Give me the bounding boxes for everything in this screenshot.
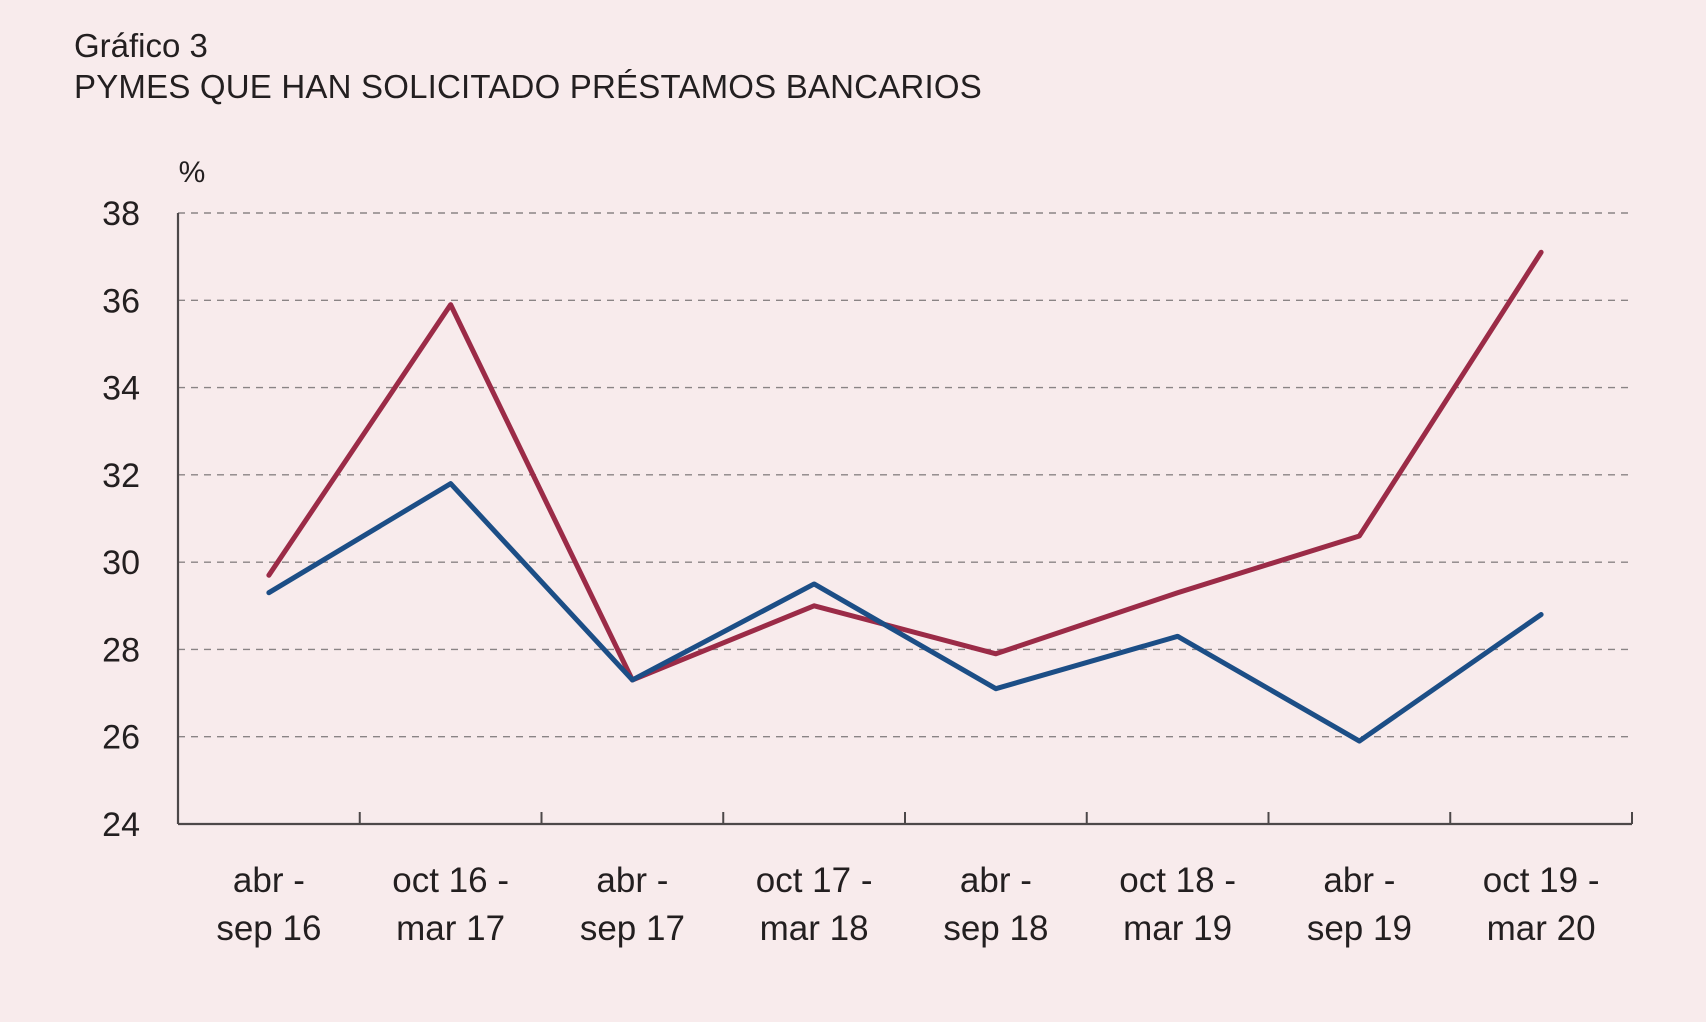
chart-header: Gráfico 3 PYMES QUE HAN SOLICITADO PRÉST…: [74, 26, 982, 108]
x-tick-label: oct 18 -: [1119, 861, 1236, 900]
chart-title: PYMES QUE HAN SOLICITADO PRÉSTAMOS BANCA…: [74, 68, 982, 105]
y-tick-label: 38: [102, 195, 140, 233]
x-tick-label: mar 20: [1487, 909, 1596, 948]
y-tick-label: 30: [102, 544, 140, 582]
y-tick-labels: 24 26 28 30 32 34 36 38: [102, 195, 140, 844]
y-tick-label: 26: [102, 719, 140, 757]
x-tick-label: sep 18: [943, 909, 1048, 948]
x-tick-label: sep 16: [216, 909, 321, 948]
x-tick-label: sep 19: [1307, 909, 1412, 948]
axes: [176, 213, 1633, 826]
y-tick-label: 32: [102, 457, 140, 495]
series-lines: [266, 249, 1544, 744]
x-tick-label: mar 18: [760, 909, 869, 948]
x-tick-label: abr -: [960, 861, 1032, 900]
gridlines: [178, 212, 1632, 738]
x-tick-label: abr -: [233, 861, 305, 900]
x-tick-label: mar 19: [1123, 909, 1232, 948]
x-tick-label: mar 17: [396, 909, 505, 948]
x-tick-label: abr -: [596, 861, 668, 900]
x-tick-label: oct 17 -: [756, 861, 873, 900]
y-tick-label: 36: [102, 282, 140, 320]
y-tick-label: 24: [102, 806, 140, 844]
y-tick-label: 34: [102, 370, 140, 408]
x-tick-label: sep 17: [580, 909, 685, 948]
y-tick-label: 28: [102, 631, 140, 669]
y-unit-label: %: [179, 156, 206, 189]
x-tick-label: oct 16 -: [392, 861, 509, 900]
series-line-1: [266, 249, 1544, 683]
chart-number: Gráfico 3: [74, 27, 208, 64]
series-line-2: [266, 481, 1544, 744]
x-tick-label: abr -: [1323, 861, 1395, 900]
x-tick-labels: abr - sep 16 oct 16 - mar 17 abr - sep 17 oct …: [216, 861, 1599, 948]
x-tick-label: oct 19 -: [1483, 861, 1600, 900]
